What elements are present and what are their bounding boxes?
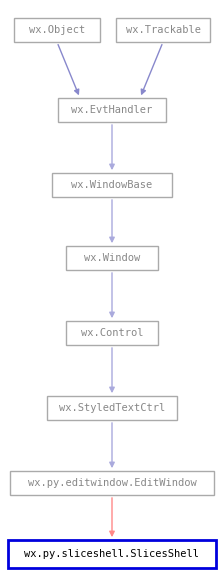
Text: wx.Object: wx.Object [29,25,85,35]
FancyBboxPatch shape [10,471,214,495]
FancyBboxPatch shape [66,321,158,345]
Text: wx.Trackable: wx.Trackable [126,25,200,35]
FancyBboxPatch shape [58,98,166,122]
Text: wx.py.editwindow.EditWindow: wx.py.editwindow.EditWindow [28,478,196,488]
FancyBboxPatch shape [116,18,210,42]
FancyBboxPatch shape [47,396,177,420]
Text: wx.WindowBase: wx.WindowBase [71,180,153,190]
Text: wx.EvtHandler: wx.EvtHandler [71,105,153,115]
FancyBboxPatch shape [14,18,100,42]
FancyBboxPatch shape [66,246,158,270]
Text: wx.Control: wx.Control [81,328,143,338]
Text: wx.py.sliceshell.SlicesShell: wx.py.sliceshell.SlicesShell [25,549,200,559]
FancyBboxPatch shape [8,540,216,568]
Text: wx.Window: wx.Window [84,253,140,263]
FancyBboxPatch shape [52,173,172,197]
Text: wx.StyledTextCtrl: wx.StyledTextCtrl [59,403,165,413]
